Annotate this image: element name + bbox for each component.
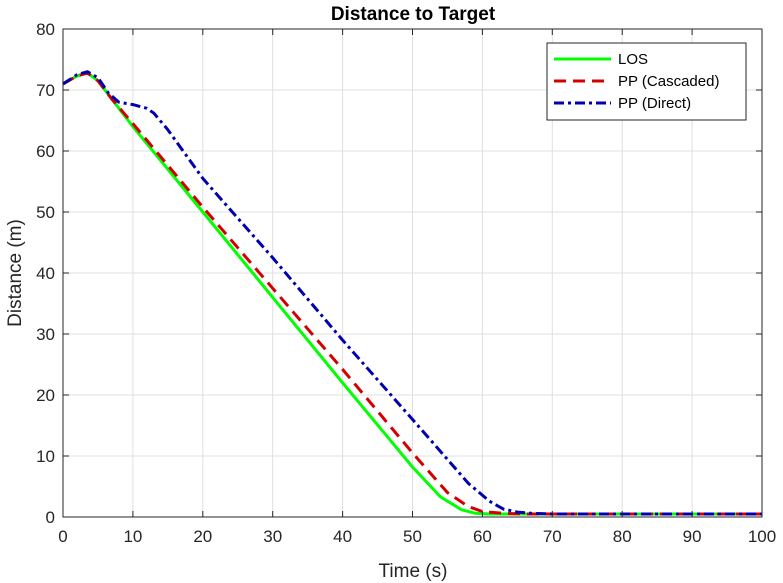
chart-title: Distance to Target: [331, 4, 496, 25]
legend-label: PP (Direct): [618, 95, 691, 112]
x-tick-label: 50: [403, 527, 422, 546]
x-tick-label: 30: [263, 527, 282, 546]
x-tick-label: 80: [613, 527, 632, 546]
y-tick-label: 0: [46, 508, 55, 527]
x-tick-label: 40: [333, 527, 352, 546]
x-tick-label: 20: [193, 527, 212, 546]
legend-label: PP (Cascaded): [618, 73, 719, 90]
y-tick-label: 10: [36, 447, 55, 466]
series-line-3: [62, 70, 762, 516]
legend-label: LOS: [618, 51, 648, 68]
x-axis-label: Time (s): [379, 561, 448, 582]
y-tick-label: 30: [36, 325, 55, 344]
y-tick-label: 50: [36, 203, 55, 222]
y-tick-label: 20: [36, 386, 55, 405]
y-tick-label: 80: [36, 20, 55, 39]
x-tick-label: 60: [473, 527, 492, 546]
y-tick-label: 70: [36, 81, 55, 100]
x-tick-label: 10: [123, 527, 142, 546]
x-tick-label: 100: [748, 527, 776, 546]
y-tick-label: 40: [36, 264, 55, 283]
legend: LOS PP (Cascaded) PP (Direct): [546, 42, 747, 121]
x-tick-label: 0: [58, 527, 67, 546]
x-tick-label: 70: [543, 527, 562, 546]
y-axis-label: Distance (m): [5, 219, 26, 327]
y-tick-label: 60: [36, 142, 55, 161]
x-tick-label: 90: [683, 527, 702, 546]
